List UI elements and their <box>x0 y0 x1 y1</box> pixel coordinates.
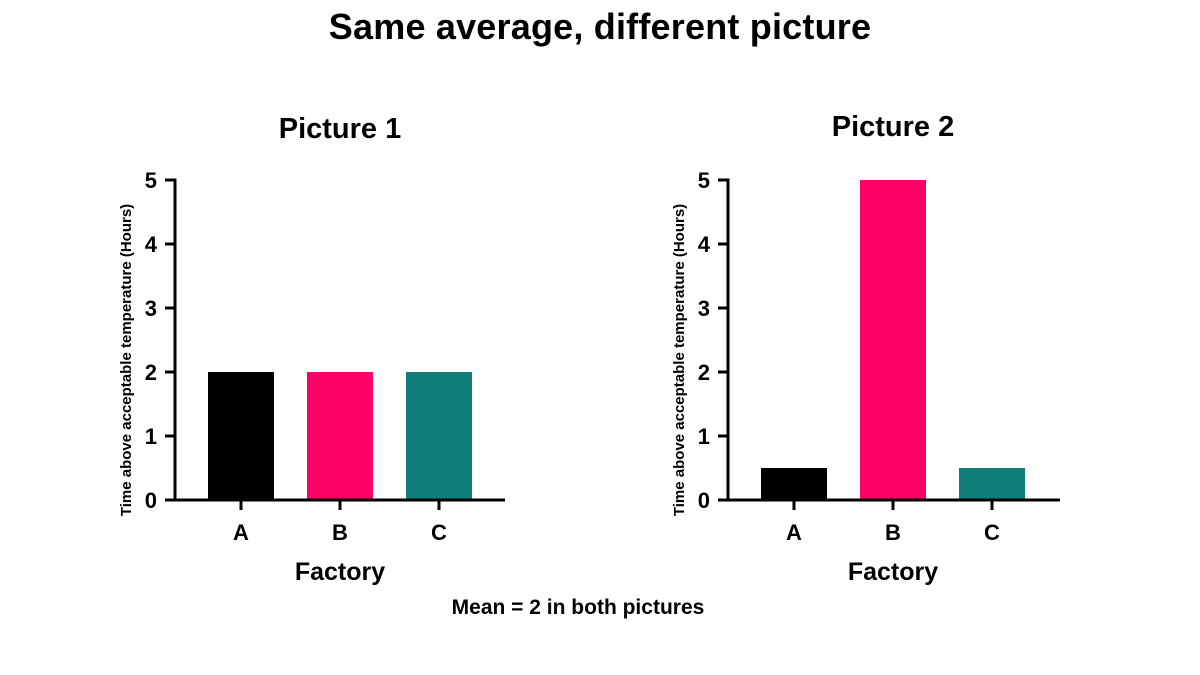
x-axis-label: Factory <box>848 558 938 586</box>
chart-title: Picture 2 <box>832 111 955 143</box>
x-axis-label: Factory <box>295 558 385 586</box>
x-tick-label: C <box>984 520 1000 545</box>
x-tick-label: A <box>786 520 802 545</box>
x-tick-label: B <box>885 520 901 545</box>
footnote: Mean = 2 in both pictures <box>451 596 705 619</box>
y-tick-label: 5 <box>698 168 710 193</box>
bar-c <box>959 468 1025 500</box>
y-axis-label: Time above acceptable temperature (Hours… <box>671 204 688 516</box>
bar-b <box>860 180 926 500</box>
y-tick-label: 3 <box>698 296 710 321</box>
y-tick-label: 4 <box>698 232 711 257</box>
chart-title: Picture 1 <box>279 113 402 145</box>
chart-2: 0 1 2 3 4 5 A B C Picture 2 Factory Time above acce… <box>671 111 1060 586</box>
y-tick-label: 5 <box>145 168 157 193</box>
x-tick-label: B <box>332 520 348 545</box>
bar-a <box>208 372 274 500</box>
y-tick-label: 0 <box>698 488 710 513</box>
y-tick-label: 1 <box>698 424 710 449</box>
bar-a <box>761 468 827 500</box>
y-axis-label: Time above acceptable temperature (Hours… <box>118 204 135 516</box>
x-tick-label: C <box>431 520 447 545</box>
y-tick-label: 1 <box>145 424 157 449</box>
chart-1: 0 1 2 3 4 5 A B C Picture 1 Factory Time above acce… <box>118 113 505 586</box>
x-tick-label: A <box>233 520 249 545</box>
y-tick-label: 0 <box>145 488 157 513</box>
y-tick-label: 2 <box>145 360 157 385</box>
y-tick-label: 3 <box>145 296 157 321</box>
y-tick-label: 2 <box>698 360 710 385</box>
y-tick-label: 4 <box>145 232 158 257</box>
bar-c <box>406 372 472 500</box>
page-title: Same average, different picture <box>328 6 872 47</box>
bar-b <box>307 372 373 500</box>
